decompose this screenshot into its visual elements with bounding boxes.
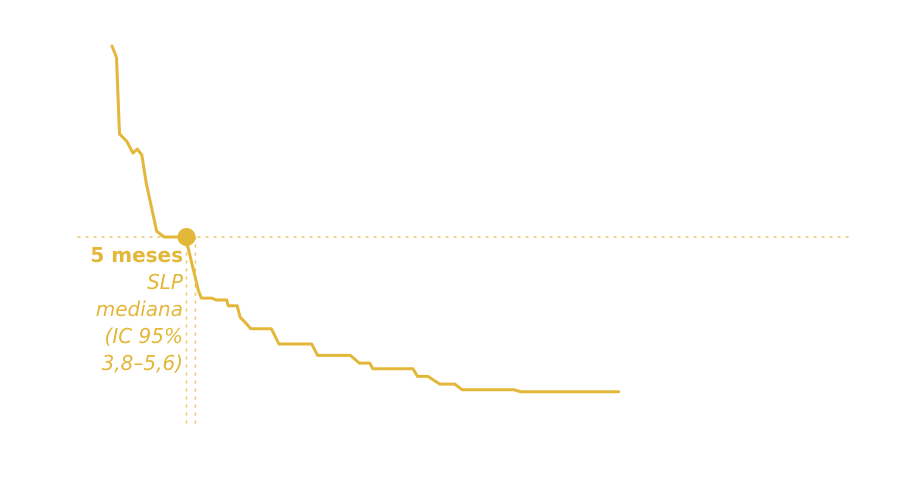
survival-curve-1 — [110, 44, 621, 394]
median-annotation: 5 meses SLP mediana (IC 95% 3,8–5,6) — [90, 243, 184, 375]
median-desc-line-4: 3,8–5,6) — [102, 351, 183, 375]
median-guides — [77, 236, 849, 429]
median-desc-line-2: mediana — [96, 297, 183, 321]
median-marker-layer — [177, 228, 196, 246]
median-point — [177, 228, 196, 246]
median-value-label: 5 meses — [90, 243, 183, 267]
median-desc-line-1: SLP — [147, 270, 184, 294]
median-desc-line-3: (IC 95% — [105, 324, 183, 348]
curve-layer — [110, 44, 621, 394]
